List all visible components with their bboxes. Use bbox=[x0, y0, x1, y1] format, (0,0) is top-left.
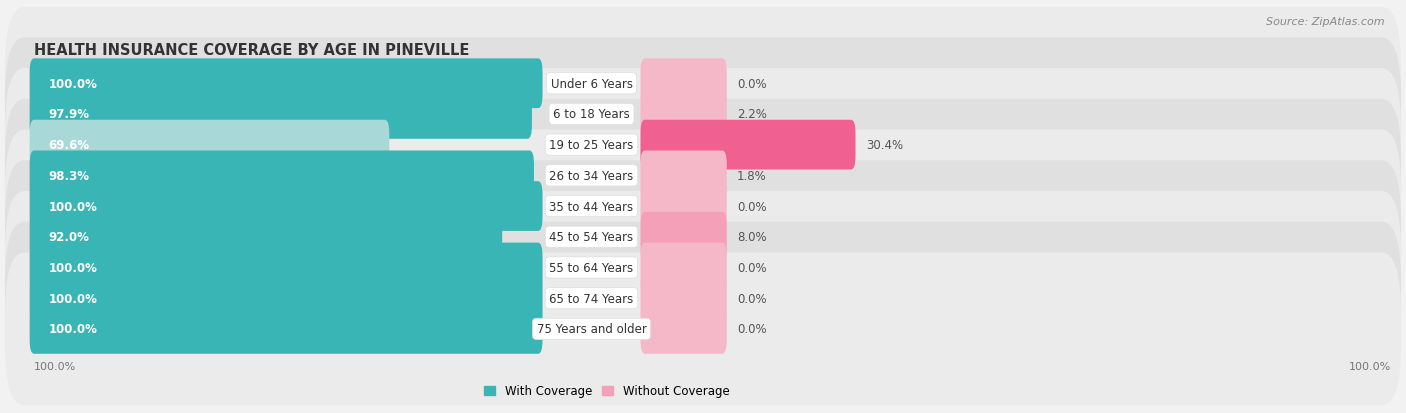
FancyBboxPatch shape bbox=[641, 151, 727, 201]
FancyBboxPatch shape bbox=[30, 243, 543, 293]
Text: 0.0%: 0.0% bbox=[737, 261, 766, 274]
Text: 0.0%: 0.0% bbox=[737, 78, 766, 90]
Text: 0.0%: 0.0% bbox=[737, 323, 766, 336]
FancyBboxPatch shape bbox=[30, 182, 543, 231]
Text: HEALTH INSURANCE COVERAGE BY AGE IN PINEVILLE: HEALTH INSURANCE COVERAGE BY AGE IN PINE… bbox=[34, 43, 470, 58]
FancyBboxPatch shape bbox=[6, 130, 1400, 283]
Text: 0.0%: 0.0% bbox=[737, 200, 766, 213]
Text: 100.0%: 100.0% bbox=[1350, 361, 1392, 371]
Text: 92.0%: 92.0% bbox=[49, 231, 90, 244]
FancyBboxPatch shape bbox=[6, 161, 1400, 313]
FancyBboxPatch shape bbox=[30, 59, 543, 109]
Text: 55 to 64 Years: 55 to 64 Years bbox=[550, 261, 634, 274]
FancyBboxPatch shape bbox=[641, 90, 727, 140]
FancyBboxPatch shape bbox=[641, 304, 727, 354]
FancyBboxPatch shape bbox=[641, 274, 727, 323]
FancyBboxPatch shape bbox=[6, 38, 1400, 191]
Text: 45 to 54 Years: 45 to 54 Years bbox=[550, 231, 634, 244]
Text: 2.2%: 2.2% bbox=[737, 108, 766, 121]
Legend: With Coverage, Without Coverage: With Coverage, Without Coverage bbox=[484, 385, 730, 397]
FancyBboxPatch shape bbox=[6, 69, 1400, 221]
Text: 19 to 25 Years: 19 to 25 Years bbox=[550, 139, 634, 152]
Text: 100.0%: 100.0% bbox=[49, 292, 97, 305]
FancyBboxPatch shape bbox=[30, 274, 543, 323]
FancyBboxPatch shape bbox=[641, 182, 727, 231]
FancyBboxPatch shape bbox=[30, 212, 502, 262]
Text: 100.0%: 100.0% bbox=[49, 261, 97, 274]
FancyBboxPatch shape bbox=[641, 59, 727, 109]
FancyBboxPatch shape bbox=[30, 121, 389, 170]
Text: 35 to 44 Years: 35 to 44 Years bbox=[550, 200, 634, 213]
Text: 0.0%: 0.0% bbox=[737, 292, 766, 305]
Text: 26 to 34 Years: 26 to 34 Years bbox=[550, 169, 634, 183]
Text: 97.9%: 97.9% bbox=[49, 108, 90, 121]
FancyBboxPatch shape bbox=[6, 8, 1400, 160]
FancyBboxPatch shape bbox=[641, 243, 727, 293]
FancyBboxPatch shape bbox=[641, 121, 855, 170]
FancyBboxPatch shape bbox=[30, 151, 534, 201]
Text: Under 6 Years: Under 6 Years bbox=[551, 78, 633, 90]
Text: 100.0%: 100.0% bbox=[49, 78, 97, 90]
Text: 98.3%: 98.3% bbox=[49, 169, 90, 183]
Text: 6 to 18 Years: 6 to 18 Years bbox=[553, 108, 630, 121]
Text: 100.0%: 100.0% bbox=[34, 361, 76, 371]
FancyBboxPatch shape bbox=[6, 253, 1400, 406]
Text: 1.8%: 1.8% bbox=[737, 169, 766, 183]
Text: 8.0%: 8.0% bbox=[737, 231, 766, 244]
Text: 100.0%: 100.0% bbox=[49, 200, 97, 213]
FancyBboxPatch shape bbox=[6, 192, 1400, 344]
Text: 69.6%: 69.6% bbox=[49, 139, 90, 152]
Text: Source: ZipAtlas.com: Source: ZipAtlas.com bbox=[1267, 17, 1385, 26]
FancyBboxPatch shape bbox=[30, 90, 531, 140]
Text: 30.4%: 30.4% bbox=[866, 139, 903, 152]
Text: 65 to 74 Years: 65 to 74 Years bbox=[550, 292, 634, 305]
Text: 75 Years and older: 75 Years and older bbox=[537, 323, 647, 336]
FancyBboxPatch shape bbox=[6, 222, 1400, 375]
FancyBboxPatch shape bbox=[641, 212, 727, 262]
FancyBboxPatch shape bbox=[30, 304, 543, 354]
FancyBboxPatch shape bbox=[6, 100, 1400, 252]
Text: 100.0%: 100.0% bbox=[49, 323, 97, 336]
